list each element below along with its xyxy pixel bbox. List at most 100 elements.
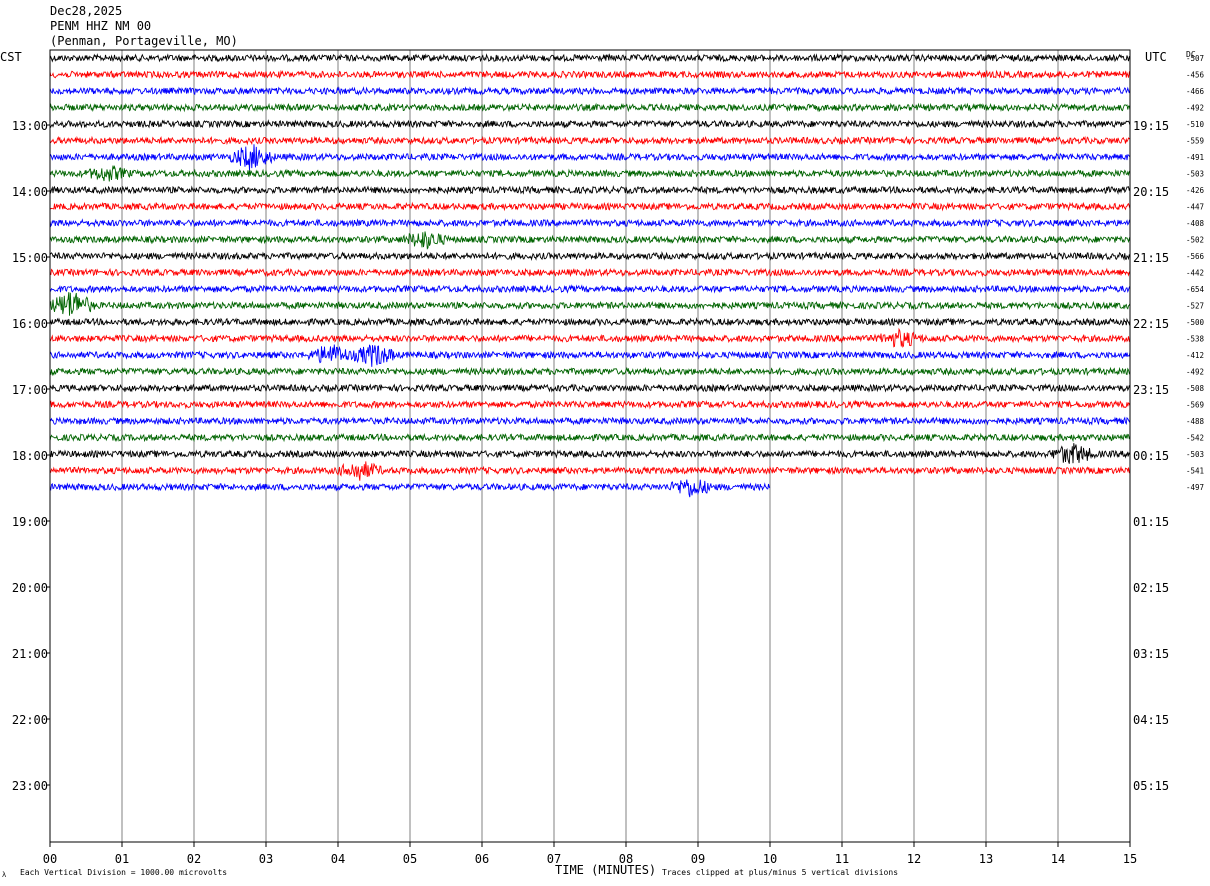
right-hour-label: 03:15 [1133, 647, 1169, 661]
dc-offset-value: -447 [1186, 203, 1204, 212]
x-tick-label: 06 [475, 852, 489, 866]
right-hour-label: 21:15 [1133, 251, 1169, 265]
trace-row [49, 53, 1131, 63]
dc-offset-value: -508 [1186, 384, 1205, 393]
trace-row [49, 119, 1131, 129]
right-hour-label: 20:15 [1133, 185, 1169, 199]
left-hour-label: 17:00 [12, 383, 48, 397]
right-hour-label: 23:15 [1133, 383, 1169, 397]
left-hour-label: 21:00 [12, 647, 48, 661]
dc-offset-value: -492 [1186, 104, 1204, 113]
dc-offset-value: -466 [1186, 87, 1205, 96]
dc-offset-value: -442 [1186, 269, 1204, 278]
trace-row [49, 86, 1131, 96]
trace-row [49, 144, 1130, 171]
dc-offset-value: -412 [1186, 351, 1204, 360]
dc-offset-value: -542 [1186, 434, 1204, 443]
trace-row [49, 383, 1131, 393]
left-hour-label: 19:00 [12, 515, 48, 529]
axis-labels: 13:00 14:00 15:00 16:00 17:00 18:00 19:00 20:00… [12, 54, 1205, 866]
dc-offset-value: -492 [1186, 368, 1204, 377]
left-hour-label: 15:00 [12, 251, 48, 265]
corner-mark: λ [2, 871, 7, 879]
x-tick-label: 14 [1051, 852, 1065, 866]
trace-row [49, 292, 1131, 316]
trace-row [49, 479, 771, 498]
minute-gridlines [121, 50, 1059, 842]
trace-row [49, 164, 1131, 182]
dc-offset-value: -491 [1186, 153, 1204, 162]
trace-row [49, 317, 1131, 327]
plot-border [49, 49, 1131, 843]
dc-offset-value: -566 [1186, 252, 1205, 261]
right-timezone-label: UTC [1145, 50, 1167, 64]
right-hour-label: 05:15 [1133, 779, 1169, 793]
dc-offset-value: -497 [1186, 483, 1204, 492]
dc-offset-header: DC [1186, 50, 1196, 59]
trace-row [49, 185, 1131, 195]
right-hour-label: 00:15 [1133, 449, 1169, 463]
trace-row [49, 201, 1131, 212]
dc-offset-value: -502 [1186, 236, 1204, 245]
seismic-traces [49, 53, 1131, 498]
trace-row [49, 135, 1131, 146]
dc-offset-value: -408 [1186, 219, 1205, 228]
x-tick-label: 09 [691, 852, 705, 866]
x-tick-label: 11 [835, 852, 849, 866]
trace-row [49, 218, 1131, 228]
x-tick-label: 00 [43, 852, 57, 866]
dc-offset-value: -510 [1186, 120, 1205, 129]
x-axis-title: TIME (MINUTES) [555, 863, 657, 877]
trace-row [49, 344, 1131, 367]
division-scale-note: Each Vertical Division = 1000.00 microvo… [20, 868, 228, 877]
x-tick-label: 02 [187, 852, 201, 866]
trace-row [49, 366, 1131, 377]
left-timezone-label: CST [0, 50, 22, 64]
station-location: (Penman, Portageville, MO) [50, 34, 238, 48]
dc-offset-value: -559 [1186, 137, 1204, 146]
right-hour-label: 02:15 [1133, 581, 1169, 595]
x-tick-label: 13 [979, 852, 993, 866]
x-tick-label: 10 [763, 852, 777, 866]
x-tick-label: 01 [115, 852, 129, 866]
trace-row [49, 327, 1130, 348]
trace-row [49, 399, 1131, 410]
trace-row [49, 432, 1131, 443]
right-hour-label: 22:15 [1133, 317, 1169, 331]
left-hour-label: 20:00 [12, 581, 48, 595]
dc-offset-value: -456 [1186, 71, 1205, 80]
trace-row [49, 69, 1131, 80]
left-hour-label: 14:00 [12, 185, 48, 199]
trace-row [49, 443, 1131, 464]
plot-date: Dec28,2025 [50, 4, 123, 18]
right-hour-label: 04:15 [1133, 713, 1169, 727]
dc-offset-value: -527 [1186, 302, 1204, 311]
x-tick-label: 15 [1123, 852, 1137, 866]
station-code: PENM HHZ NM 00 [50, 19, 152, 33]
left-hour-label: 18:00 [12, 449, 48, 463]
trace-row [49, 461, 1131, 481]
plot-frame [47, 49, 1131, 847]
left-hour-label: 23:00 [12, 779, 48, 793]
trace-row [49, 102, 1131, 113]
trace-row [49, 231, 1131, 250]
dc-offset-value: -654 [1186, 285, 1205, 294]
trace-row [49, 416, 1131, 426]
x-tick-label: 04 [331, 852, 345, 866]
trace-row [49, 284, 1131, 294]
dc-offset-value: -503 [1186, 450, 1204, 459]
x-tick-label: 07 [547, 852, 561, 866]
right-hour-label: 19:15 [1133, 119, 1169, 133]
dc-offset-value: -426 [1186, 186, 1205, 195]
dc-offset-value: -500 [1186, 318, 1205, 327]
dc-offset-value: -541 [1186, 467, 1204, 476]
dc-offset-value: -488 [1186, 417, 1205, 426]
left-hour-label: 13:00 [12, 119, 48, 133]
right-hour-label: 01:15 [1133, 515, 1169, 529]
x-tick-label: 08 [619, 852, 633, 866]
trace-row [49, 267, 1131, 278]
x-tick-label: 03 [259, 852, 273, 866]
trace-row [49, 251, 1131, 261]
dc-offset-value: -538 [1186, 335, 1205, 344]
